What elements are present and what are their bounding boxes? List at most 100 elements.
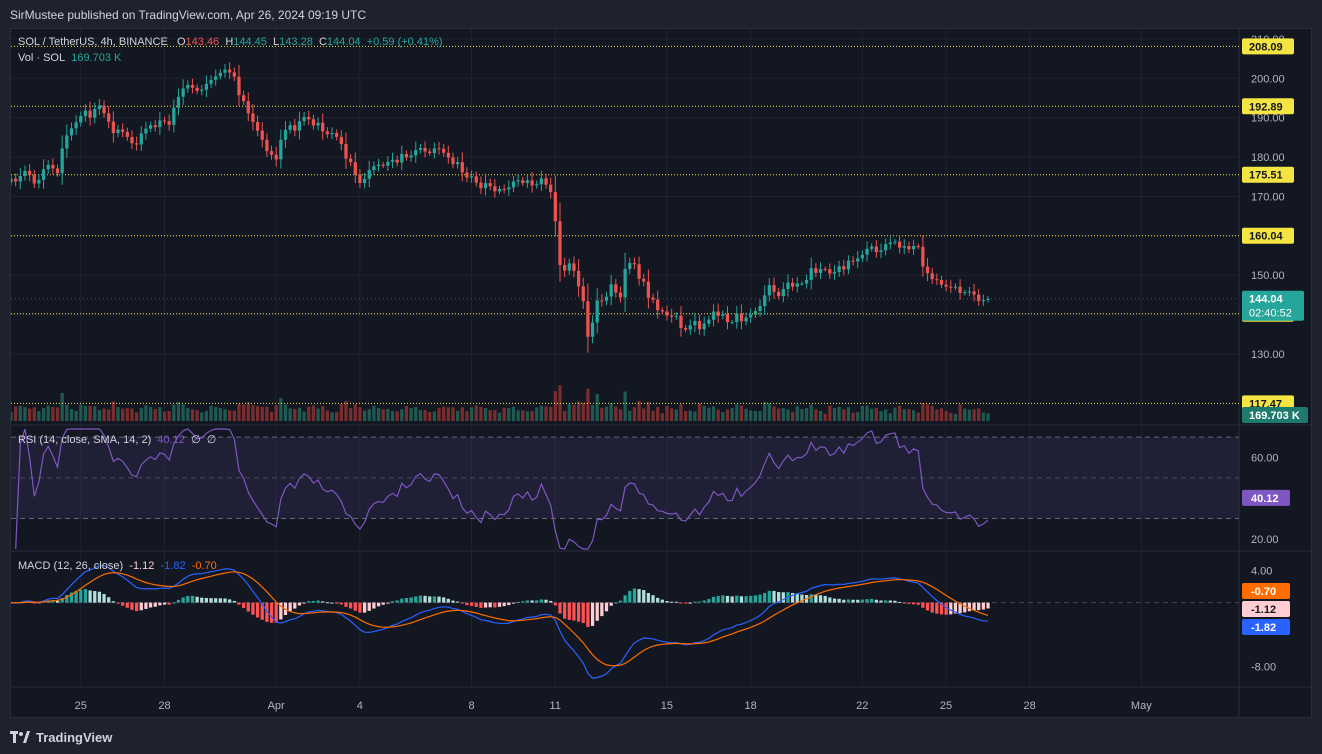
- macd-histogram-bar: [851, 599, 855, 603]
- volume-bar: [367, 409, 371, 421]
- candle-body: [479, 182, 483, 189]
- macd-line: [11, 565, 989, 679]
- candle-body: [167, 121, 171, 125]
- macd-histogram-bar: [949, 602, 953, 615]
- candle-body: [14, 178, 18, 182]
- candle-body: [446, 152, 450, 158]
- volume-bar: [297, 407, 302, 421]
- candle-body: [372, 166, 376, 171]
- macd-histogram-bar: [400, 598, 404, 603]
- candle-body: [255, 122, 260, 131]
- candle-body: [823, 268, 827, 270]
- macd-histogram-bar: [255, 602, 260, 618]
- volume-bar: [269, 412, 274, 421]
- volume-bar: [390, 410, 395, 421]
- rsi-legend: RSI (14, close, SMA, 14, 2) 40.12 ∅ ∅: [18, 433, 216, 446]
- footer: TradingView: [10, 728, 112, 746]
- candle-body: [246, 101, 250, 114]
- volume-bar: [744, 408, 748, 421]
- volume-label[interactable]: Vol · SOL: [18, 52, 66, 64]
- macd-histogram-bar: [525, 600, 530, 603]
- macd-histogram-bar: [237, 602, 241, 605]
- volume-bar: [23, 407, 27, 421]
- volume-bar: [293, 408, 297, 421]
- candle-body: [148, 125, 153, 129]
- macd-histogram-bar: [665, 600, 669, 603]
- macd-histogram-bar: [874, 599, 878, 603]
- macd-histogram-bar: [916, 602, 920, 605]
- macd-histogram-bar: [107, 597, 111, 603]
- candle-body: [456, 162, 460, 165]
- candle-body: [423, 148, 427, 152]
- candle-body: [772, 285, 776, 292]
- volume-bar: [572, 404, 576, 421]
- macd-histogram-bar: [139, 602, 143, 611]
- candle-body: [381, 164, 385, 166]
- macd-histogram-bar: [930, 602, 934, 613]
- candle-body: [65, 135, 69, 149]
- candle-body: [125, 131, 129, 137]
- macd-histogram-bar: [567, 602, 571, 620]
- macd-histogram-bar: [330, 602, 334, 604]
- last-price-label: 144.04: [1249, 294, 1284, 306]
- macd-histogram-bar: [251, 602, 255, 615]
- volume-bar: [916, 412, 920, 421]
- macd-histogram-bar: [200, 597, 204, 603]
- volume-bar: [707, 407, 711, 421]
- candle-body: [432, 148, 437, 154]
- macd-histogram-bar: [884, 600, 888, 603]
- macd-histogram-bar: [581, 602, 585, 624]
- macd-histogram-bar: [986, 602, 990, 609]
- candle-body: [535, 184, 539, 186]
- macd-histogram-bar: [144, 602, 148, 609]
- candle-body: [409, 155, 413, 158]
- time-tick-label: 25: [75, 700, 87, 712]
- macd-histogram-bar: [688, 602, 692, 604]
- macd-histogram-bar: [628, 590, 632, 603]
- volume-bar: [376, 408, 381, 421]
- macd-histogram-bar: [79, 589, 83, 603]
- candle-body: [967, 291, 972, 293]
- time-tick-label: 4: [357, 700, 363, 712]
- candle-body: [269, 151, 274, 155]
- chart-frame[interactable]: 130.00140.00150.00160.00170.00180.00190.…: [10, 28, 1312, 718]
- macd-histogram-bar: [214, 598, 218, 603]
- volume-bar: [260, 406, 264, 421]
- candle-body: [865, 248, 869, 255]
- volume-bar: [790, 411, 795, 421]
- rsi-label[interactable]: RSI (14, close, SMA, 14, 2): [18, 434, 152, 446]
- macd-histogram-bar: [921, 602, 925, 608]
- macd-histogram-bar: [907, 602, 911, 604]
- level-badge: [1242, 227, 1294, 244]
- chart-canvas[interactable]: 130.00140.00150.00160.00170.00180.00190.…: [11, 29, 1311, 717]
- volume-bar: [604, 406, 609, 421]
- volume-bar: [274, 405, 278, 421]
- macd-histogram-bar: [767, 590, 771, 603]
- macd-histogram-bar: [172, 602, 176, 604]
- volume-value: 169.703 K: [71, 52, 122, 64]
- macd-histogram-bar: [344, 602, 348, 607]
- macd-histogram-bar: [279, 602, 283, 620]
- volume-bar: [158, 407, 162, 421]
- macd-histogram-bar: [148, 602, 153, 608]
- candle-body: [986, 298, 990, 301]
- candle-body: [158, 120, 162, 128]
- candle-body: [725, 314, 730, 323]
- volume-bar: [469, 407, 474, 421]
- macd-label[interactable]: MACD (12, 26, close): [18, 560, 124, 572]
- rsi-tick-label: 60.00: [1251, 452, 1279, 464]
- volume-bar: [386, 408, 390, 421]
- volume-bar: [232, 410, 236, 421]
- volume-bar: [311, 405, 316, 421]
- symbol-label[interactable]: SOL / TetherUS, 4h, BINANCE: [18, 36, 168, 48]
- candle-body: [963, 292, 967, 294]
- macd-histogram-bar: [535, 600, 539, 603]
- rsi-extra-1: ∅: [191, 434, 201, 446]
- volume-bar: [88, 406, 92, 421]
- macd-histogram-bar: [632, 588, 637, 603]
- macd-histogram-bar: [288, 602, 292, 611]
- candle-body: [632, 263, 637, 265]
- volume-bar: [176, 401, 181, 421]
- candle-body: [809, 268, 813, 280]
- candle-body: [130, 136, 134, 144]
